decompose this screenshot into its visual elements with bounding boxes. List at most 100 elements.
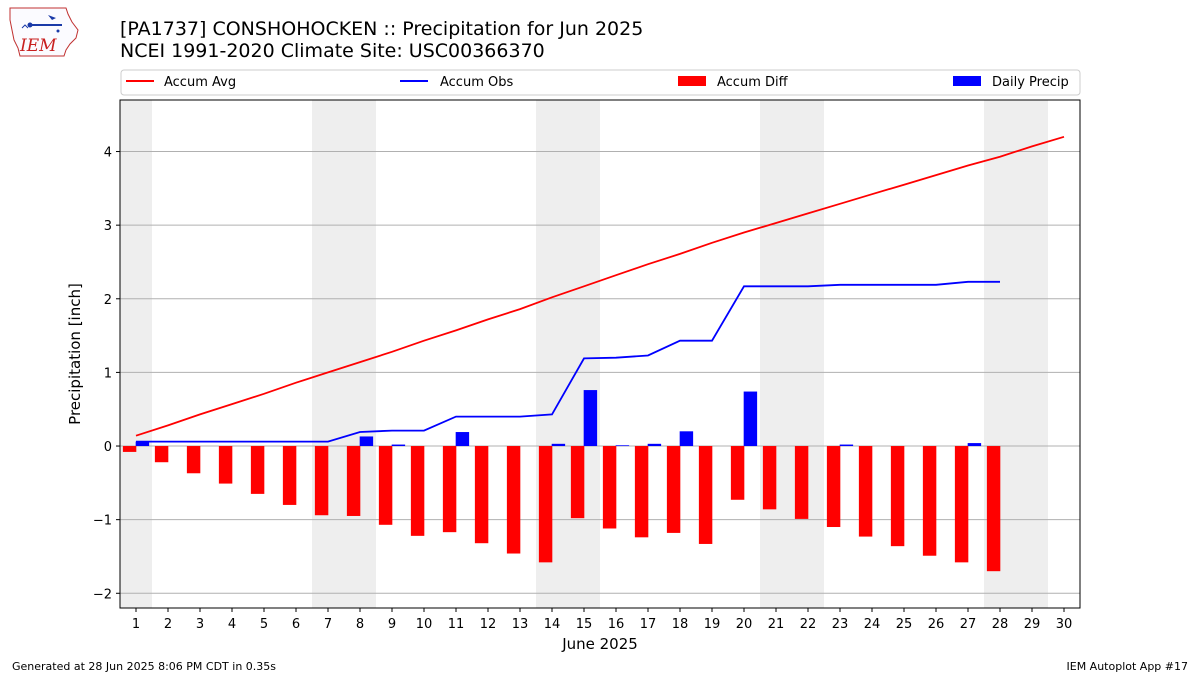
x-tick-label: 23 bbox=[832, 617, 849, 632]
grid-lines bbox=[120, 151, 1080, 594]
x-tick-label: 1 bbox=[132, 617, 140, 632]
weekend-band bbox=[120, 100, 152, 608]
x-tick-label: 20 bbox=[736, 617, 753, 632]
x-axis-label: June 2025 bbox=[561, 635, 638, 653]
accum-diff-bar bbox=[378, 446, 393, 525]
x-tick-label: 17 bbox=[640, 617, 657, 632]
daily-precip-bar bbox=[455, 432, 470, 447]
accum-diff-bar bbox=[410, 446, 425, 536]
x-tick-label: 3 bbox=[196, 617, 204, 632]
accum-diff-bar bbox=[218, 446, 233, 484]
daily-precip-bar bbox=[551, 443, 566, 447]
x-tick-label: 11 bbox=[448, 617, 465, 632]
daily-precip-bar bbox=[135, 441, 150, 447]
chart-subtitle: NCEI 1991-2020 Climate Site: USC00366370 bbox=[120, 40, 545, 62]
x-tick-label: 21 bbox=[768, 617, 785, 632]
accum-diff-bar bbox=[666, 446, 681, 533]
accum-diff-bar bbox=[826, 446, 841, 528]
accum-diff-bar bbox=[762, 446, 777, 510]
x-tick-label: 13 bbox=[512, 617, 529, 632]
weekend-band bbox=[760, 100, 792, 608]
accum-diff-bar bbox=[346, 446, 361, 516]
x-tick-label: 26 bbox=[928, 617, 945, 632]
accum-diff-bar bbox=[570, 446, 585, 519]
x-tick-label: 5 bbox=[260, 617, 268, 632]
x-tick-label: 27 bbox=[960, 617, 977, 632]
daily-precip-bar bbox=[391, 444, 406, 447]
legend-swatch-daily-precip bbox=[953, 76, 981, 86]
weekend-band bbox=[1016, 100, 1048, 608]
legend-label-accum-obs: Accum Obs bbox=[440, 75, 513, 90]
legend-label-accum-diff: Accum Diff bbox=[717, 75, 789, 90]
y-tick-label: 2 bbox=[104, 293, 112, 308]
weekend-band bbox=[568, 100, 600, 608]
chart-title: [PA1737] CONSHOHOCKEN :: Precipitation f… bbox=[120, 18, 644, 40]
daily-precip-bar bbox=[967, 443, 982, 447]
x-tick-label: 6 bbox=[292, 617, 300, 632]
legend-swatch-accum-diff bbox=[678, 76, 706, 86]
y-tick-label: 3 bbox=[104, 219, 112, 234]
accum-diff-bar bbox=[122, 446, 137, 452]
app-footer: IEM Autoplot App #17 bbox=[1066, 660, 1189, 673]
y-tick-label: 1 bbox=[104, 366, 112, 381]
accum-diff-bar bbox=[698, 446, 713, 544]
accum-obs-line bbox=[136, 280, 1000, 443]
x-tick-label: 2 bbox=[164, 617, 172, 632]
x-tick-label: 16 bbox=[608, 617, 625, 632]
daily-precip-bar bbox=[679, 431, 694, 447]
x-tick-label: 24 bbox=[864, 617, 881, 632]
accum-diff-bar bbox=[538, 446, 553, 563]
legend-label-daily-precip: Daily Precip bbox=[992, 75, 1069, 90]
daily-precip-bar bbox=[839, 444, 854, 447]
x-axis-ticks: 1 2 3 4 5 6 7 8 9 10 11 12 13 14 15 16 17 18 19 20 21 22 23 24 2… bbox=[132, 608, 1072, 632]
x-tick-label: 29 bbox=[1024, 617, 1041, 632]
x-tick-label: 22 bbox=[800, 617, 817, 632]
accum-diff-bar bbox=[634, 446, 649, 538]
accum-diff-bar bbox=[922, 446, 937, 556]
accum-diff-bar bbox=[442, 446, 457, 533]
weekend-band bbox=[312, 100, 344, 608]
plot-frame bbox=[119, 99, 1081, 609]
x-tick-label: 15 bbox=[576, 617, 593, 632]
legend-box bbox=[120, 69, 1081, 96]
lines bbox=[135, 135, 1065, 443]
accum-diff-bar bbox=[954, 446, 969, 563]
accum-diff-bar bbox=[986, 446, 1001, 572]
accum-avg-line bbox=[135, 135, 1065, 437]
x-tick-label: 14 bbox=[544, 617, 561, 632]
iem-logo-text: IEM bbox=[19, 36, 57, 56]
x-tick-label: 4 bbox=[228, 617, 236, 632]
x-tick-label: 7 bbox=[324, 617, 332, 632]
y-tick-label: 0 bbox=[104, 440, 112, 455]
accum-diff-bar bbox=[282, 446, 297, 505]
generated-footer: Generated at 28 Jun 2025 8:06 PM CDT in … bbox=[12, 660, 277, 673]
weekend-shading bbox=[120, 100, 1048, 608]
weekend-band bbox=[344, 100, 376, 608]
accum-diff-bar bbox=[474, 446, 489, 544]
iem-logo: IEM bbox=[9, 7, 79, 57]
y-axis-label: Precipitation [inch] bbox=[66, 283, 84, 425]
accum-diff-bar bbox=[730, 446, 745, 500]
x-tick-label: 9 bbox=[388, 617, 396, 632]
accum-diff-bar bbox=[602, 446, 617, 529]
accum-diff-bar bbox=[794, 446, 809, 519]
accum-diff-bar bbox=[314, 446, 329, 516]
x-tick-label: 30 bbox=[1056, 617, 1073, 632]
x-tick-label: 25 bbox=[896, 617, 913, 632]
daily-precip-bar bbox=[647, 443, 662, 447]
accum-diff-bar bbox=[890, 446, 905, 547]
x-tick-label: 19 bbox=[704, 617, 721, 632]
daily-precip-bar bbox=[615, 445, 630, 447]
daily-precip-bar bbox=[583, 390, 598, 447]
y-tick-label: −2 bbox=[93, 587, 112, 602]
accum-diff-bar bbox=[186, 446, 201, 474]
x-tick-label: 8 bbox=[356, 617, 364, 632]
y-tick-label: −1 bbox=[93, 514, 112, 529]
accum-diff-bar bbox=[154, 446, 169, 463]
daily-precip-bar bbox=[743, 391, 758, 447]
y-axis-ticks: −2 −1 0 1 2 3 4 bbox=[93, 146, 120, 602]
x-tick-label: 18 bbox=[672, 617, 689, 632]
accum-diff-bar bbox=[858, 446, 873, 537]
accum-diff-bar bbox=[250, 446, 265, 494]
